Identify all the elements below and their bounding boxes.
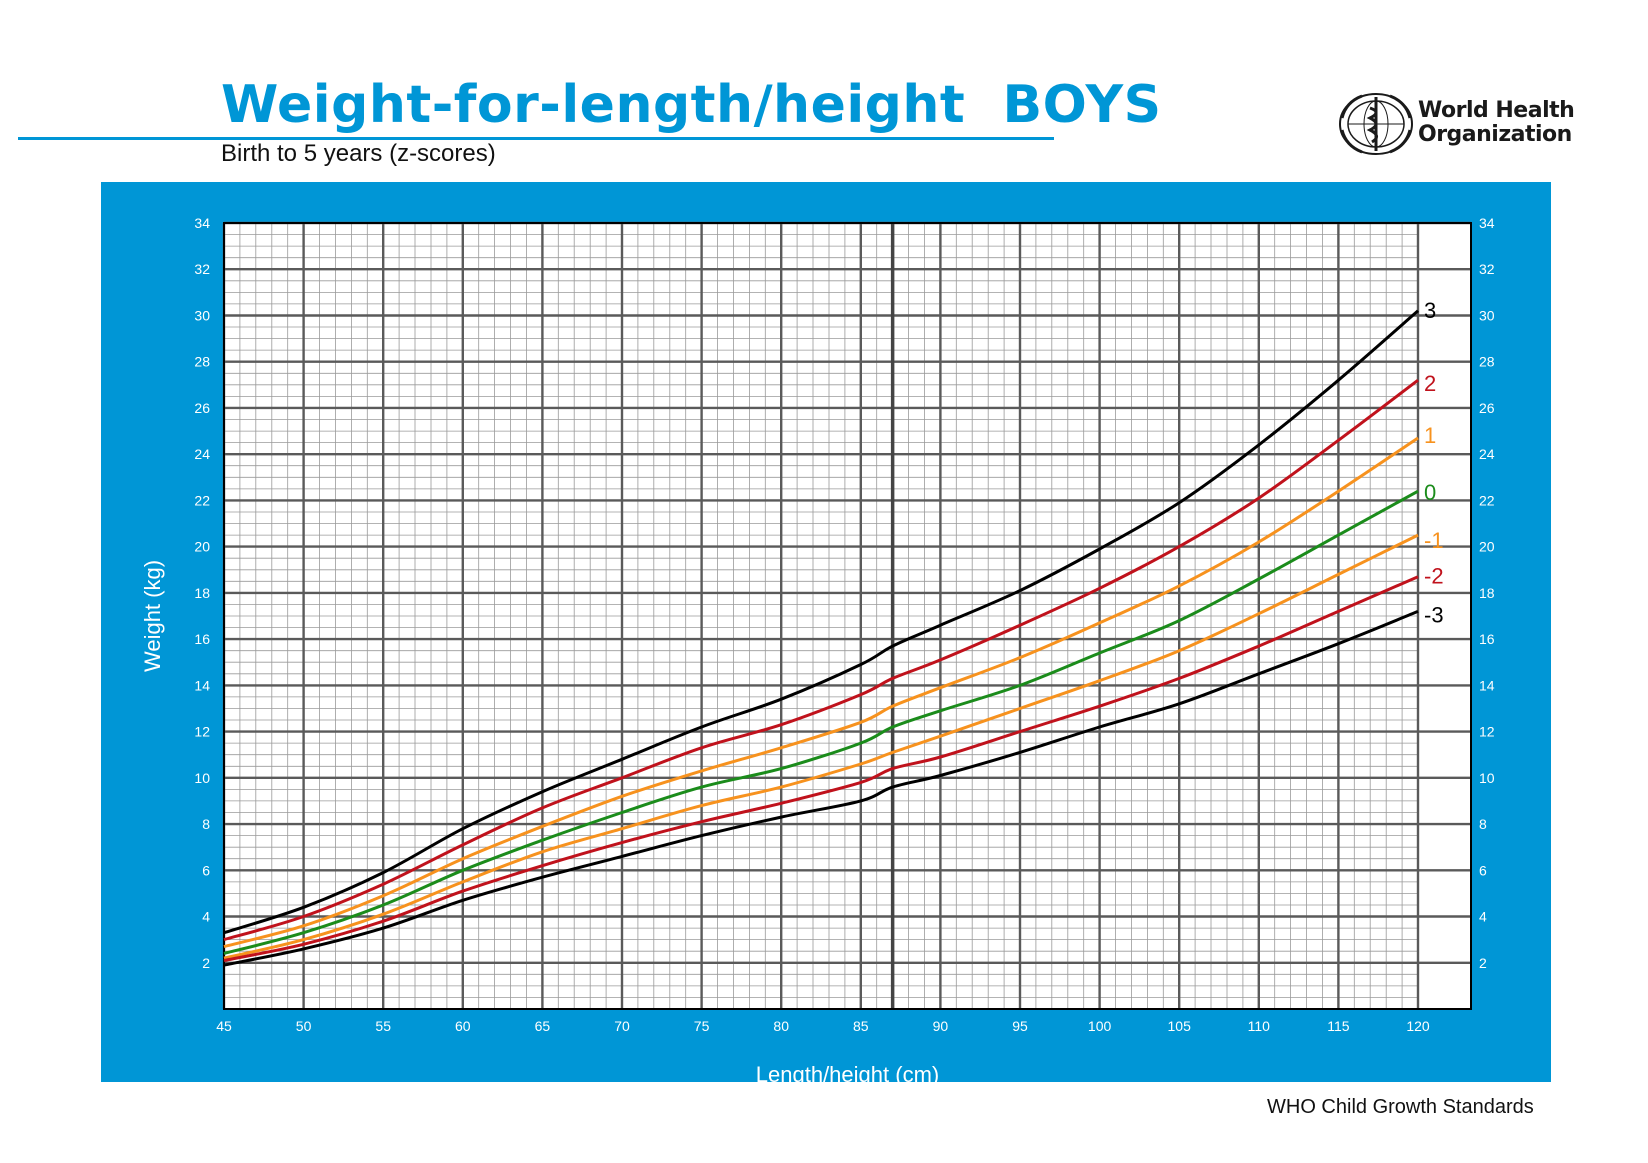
z-score-label--2: -2 (1424, 564, 1444, 589)
y-tick-label-right: 32 (1479, 261, 1495, 277)
y-tick-label-right: 18 (1479, 585, 1495, 601)
y-tick-label-right: 12 (1479, 724, 1495, 740)
y-tick-label-left: 28 (194, 354, 210, 370)
title-underline (18, 137, 1054, 140)
x-tick-label: 60 (455, 1018, 471, 1034)
chart-panel: 45 50 55 60 65 70 75 80 85 90 95 100 105 110 115 120 2 2 4… (101, 182, 1551, 1082)
y-tick-label-left: 20 (194, 539, 210, 555)
x-tick-label: 120 (1406, 1018, 1430, 1034)
x-axis-label: Length/height (cm) (756, 1062, 939, 1082)
y-tick-label-left: 14 (194, 677, 210, 693)
x-tick-label: 65 (535, 1018, 551, 1034)
x-tick-label: 100 (1088, 1018, 1112, 1034)
who-emblem-icon (1339, 93, 1413, 155)
y-tick-label-left: 12 (194, 724, 210, 740)
y-tick-label-right: 28 (1479, 354, 1495, 370)
z-score-line-0 (223, 489, 1419, 955)
z-score-line-1 (223, 436, 1419, 949)
z-score-label-2: 2 (1424, 371, 1436, 396)
y-tick-label-right: 24 (1479, 446, 1495, 462)
y-tick-label-right: 4 (1479, 909, 1487, 925)
y-tick-label-left: 16 (194, 631, 210, 647)
page-title: Weight-for-length/height BOYS (221, 75, 1162, 135)
x-tick-label: 45 (216, 1018, 232, 1034)
y-tick-label-left: 10 (194, 770, 210, 786)
x-tick-label: 75 (694, 1018, 710, 1034)
x-tick-label: 80 (773, 1018, 789, 1034)
x-tick-label: 90 (933, 1018, 949, 1034)
logo-line-2: Organization (1418, 122, 1572, 147)
who-logo (1339, 93, 1413, 155)
x-tick-label: 110 (1248, 1018, 1271, 1034)
y-tick-label-left: 32 (194, 261, 210, 277)
y-tick-label-right: 20 (1479, 539, 1495, 555)
z-score-line-3 (223, 309, 1419, 935)
x-tick-label: 50 (296, 1018, 312, 1034)
y-tick-label-left: 24 (194, 446, 210, 462)
z-score-line-2 (223, 379, 1419, 942)
y-tick-label-left: 30 (194, 307, 210, 323)
z-score-label--3: -3 (1424, 602, 1444, 627)
y-tick-label-left: 22 (194, 492, 210, 508)
y-tick-label-left: 34 (194, 215, 210, 231)
x-tick-label: 105 (1168, 1018, 1192, 1034)
y-tick-label-left: 2 (202, 955, 210, 971)
x-tick-label: 95 (1012, 1018, 1028, 1034)
z-score-line--2 (223, 575, 1419, 962)
y-tick-label-left: 26 (194, 400, 210, 416)
x-tick-label: 55 (375, 1018, 391, 1034)
page-subtitle: Birth to 5 years (z-scores) (221, 140, 496, 167)
z-score-label-3: 3 (1424, 298, 1436, 323)
y-tick-label-right: 16 (1479, 631, 1495, 647)
y-tick-label-right: 26 (1479, 400, 1495, 416)
y-tick-label-left: 6 (202, 862, 210, 878)
y-tick-label-right: 6 (1479, 862, 1487, 878)
y-tick-label-right: 22 (1479, 492, 1495, 508)
plot-frame (223, 222, 1472, 1010)
y-axis-label: Weight (kg) (140, 560, 165, 672)
y-tick-label-left: 8 (202, 816, 210, 832)
z-score-line--3 (223, 610, 1419, 967)
z-score-label-1: 1 (1424, 423, 1436, 448)
logo-line-1: World Health (1418, 98, 1575, 123)
z-score-label-0: 0 (1424, 480, 1436, 505)
y-tick-label-right: 2 (1479, 955, 1487, 971)
y-tick-label-right: 14 (1479, 677, 1495, 693)
who-logo-text: World Health Organization (1418, 98, 1575, 147)
z-score-line--1 (223, 533, 1419, 960)
x-tick-label: 115 (1327, 1018, 1350, 1034)
y-tick-label-right: 34 (1479, 215, 1495, 231)
y-tick-label-right: 10 (1479, 770, 1495, 786)
x-tick-label: 70 (614, 1018, 630, 1034)
y-tick-label-left: 18 (194, 585, 210, 601)
y-tick-label-right: 30 (1479, 307, 1495, 323)
x-tick-label: 85 (853, 1018, 869, 1034)
y-tick-label-left: 4 (202, 909, 210, 925)
footer-credit: WHO Child Growth Standards (1267, 1096, 1534, 1118)
z-score-label--1: -1 (1424, 528, 1444, 553)
y-tick-label-right: 8 (1479, 816, 1487, 832)
